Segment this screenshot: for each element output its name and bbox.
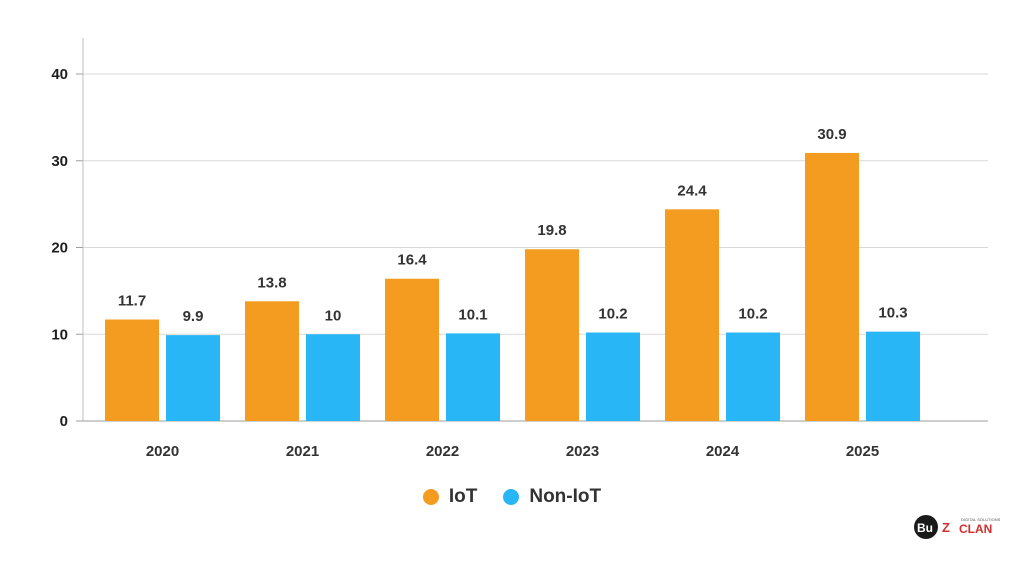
y-tick-label: 20 — [51, 240, 68, 257]
data-label: 16.4 — [397, 252, 427, 269]
legend-swatch-non-iot — [503, 489, 520, 505]
data-label: 24.4 — [677, 182, 707, 199]
bar-non-iot-2024 — [726, 332, 780, 421]
bar-iot-2024 — [665, 209, 719, 421]
logo-tagline: DIGITAL SOLUTIONS — [961, 517, 1001, 522]
x-tick-label: 2020 — [146, 443, 179, 460]
data-label: 10.2 — [598, 306, 627, 323]
bar-chart: 0 10 20 30 40 11.7 9.9 2020 13.8 10 2021 16.4 10.1 20… — [51, 38, 988, 460]
bar-iot-2023 — [525, 249, 579, 421]
bar-non-iot-2023 — [586, 332, 640, 421]
data-label: 30.9 — [817, 126, 846, 143]
y-tick-label: 0 — [60, 413, 68, 430]
data-label: 10.2 — [738, 306, 767, 323]
bar-non-iot-2021 — [306, 334, 360, 421]
legend-label-iot: IoT — [448, 486, 478, 507]
data-label: 19.8 — [537, 222, 566, 239]
y-tick-label: 10 — [51, 326, 68, 343]
bar-iot-2021 — [245, 301, 299, 421]
y-tick-label: 40 — [51, 66, 68, 83]
data-label: 10.3 — [878, 305, 907, 322]
data-label: 11.7 — [118, 293, 146, 310]
x-tick-label: 2021 — [286, 443, 319, 460]
logo-text-right: CLAN — [959, 522, 992, 536]
x-tick-label: 2025 — [846, 443, 879, 460]
bar-iot-2020 — [105, 319, 159, 421]
data-label: 10.1 — [458, 306, 487, 323]
x-tick-label: 2024 — [706, 443, 740, 460]
legend-item-non-iot: Non-IoT — [503, 486, 601, 508]
logo-text-left: Bu — [917, 521, 933, 535]
bar-non-iot-2022 — [446, 333, 500, 421]
bar-non-iot-2020 — [166, 335, 220, 421]
logo-text-z: Z — [942, 520, 950, 535]
data-label: 13.8 — [257, 274, 286, 291]
bar-non-iot-2025 — [866, 331, 920, 421]
legend-item-iot: IoT — [422, 486, 478, 508]
legend-label-non-iot: Non-IoT — [529, 486, 602, 507]
data-label: 10 — [325, 307, 342, 324]
legend: IoT Non-IoT — [0, 486, 1024, 508]
bar-iot-2025 — [805, 152, 859, 421]
legend-swatch-iot — [422, 489, 439, 505]
x-tick-label: 2022 — [426, 443, 459, 460]
buzzclan-logo: Bu Z DIGITAL SOLUTIONS CLAN — [914, 515, 1001, 539]
data-label: 9.9 — [183, 308, 204, 325]
bar-iot-2022 — [385, 278, 439, 421]
x-tick-label: 2023 — [566, 443, 599, 460]
y-tick-label: 30 — [51, 153, 68, 170]
